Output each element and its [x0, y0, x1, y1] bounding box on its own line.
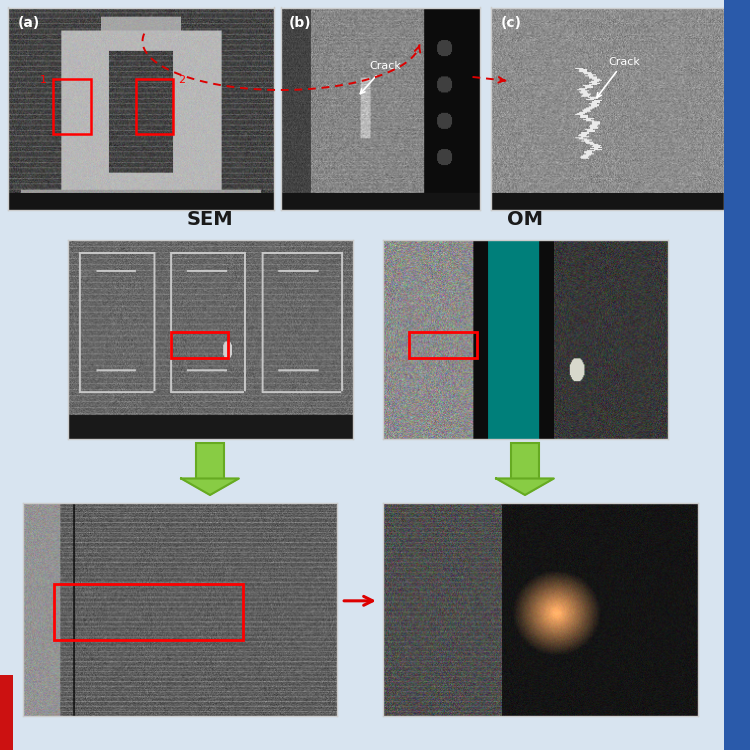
Text: (b): (b) — [290, 16, 312, 29]
Text: Crack: Crack — [597, 57, 640, 98]
Text: (a): (a) — [18, 16, 40, 29]
Polygon shape — [182, 478, 238, 495]
FancyBboxPatch shape — [196, 442, 224, 478]
Text: OM: OM — [507, 210, 543, 229]
Text: Crack: Crack — [360, 61, 401, 94]
FancyBboxPatch shape — [511, 442, 539, 478]
Bar — [55, 584, 244, 640]
Text: SEM: SEM — [187, 210, 233, 229]
Bar — [136, 79, 173, 134]
Bar — [53, 79, 91, 134]
Bar — [409, 332, 477, 358]
Text: 1: 1 — [40, 75, 47, 85]
Text: 2: 2 — [178, 75, 185, 85]
Polygon shape — [496, 478, 554, 495]
Text: (c): (c) — [500, 16, 521, 29]
Bar — [170, 332, 227, 358]
